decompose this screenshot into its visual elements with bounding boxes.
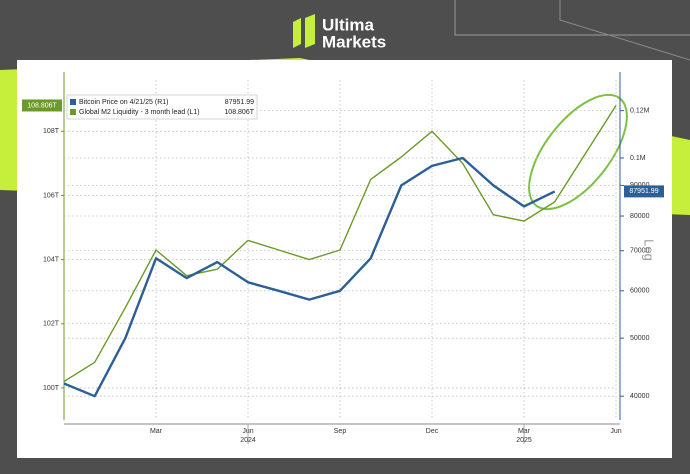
y-tick-label: 108T xyxy=(43,128,60,135)
decor-line xyxy=(454,0,690,36)
legend-swatch xyxy=(70,99,76,105)
last-value-label: 108.806T xyxy=(27,102,57,109)
last-value-label: 87951.99 xyxy=(629,188,658,195)
y-tick-label: 102T xyxy=(43,321,60,328)
last-value-box xyxy=(22,99,62,112)
logo-icon xyxy=(293,18,301,48)
x-tick-label: Mar xyxy=(150,428,163,435)
series-line xyxy=(63,105,617,383)
y2-scale-label: Log xyxy=(642,239,657,261)
y-tick-label: 104T xyxy=(43,256,60,263)
y2-tick-label: 60000 xyxy=(630,288,650,295)
logo: Ultima Markets xyxy=(293,14,386,51)
last-value-box xyxy=(624,185,664,198)
y2-tick-label: 40000 xyxy=(630,393,650,400)
chart-card xyxy=(17,60,672,458)
logo-icon xyxy=(305,14,315,48)
series-line xyxy=(63,156,556,398)
y2-tick-label: 0.1M xyxy=(630,155,646,162)
legend-value: 87951.99 xyxy=(225,99,254,106)
brand-name: Markets xyxy=(322,32,386,51)
legend-label: Bitcoin Price on 4/21/25 (R1) xyxy=(79,99,169,106)
y2-tick-label: 0.12M xyxy=(630,107,650,114)
legend-value: 108.806T xyxy=(224,109,254,116)
y2-tick-label: 80000 xyxy=(630,213,650,220)
y-tick-label: 100T xyxy=(43,385,60,392)
y2-tick-label: 50000 xyxy=(630,335,650,342)
y-tick-label: 106T xyxy=(43,192,60,199)
legend-label: Global M2 Liquidity - 3 month lead (L1) xyxy=(79,109,200,116)
x-tick-label: Jun xyxy=(610,428,621,435)
y2-tick-label: 70000 xyxy=(630,248,650,255)
x-tick-label: Sep xyxy=(334,428,347,435)
x-tick-label: Dec xyxy=(426,428,439,435)
decor-line xyxy=(559,0,690,61)
legend-swatch xyxy=(70,109,76,115)
brand-name: Ultima xyxy=(322,15,375,34)
legend-box xyxy=(66,94,258,120)
